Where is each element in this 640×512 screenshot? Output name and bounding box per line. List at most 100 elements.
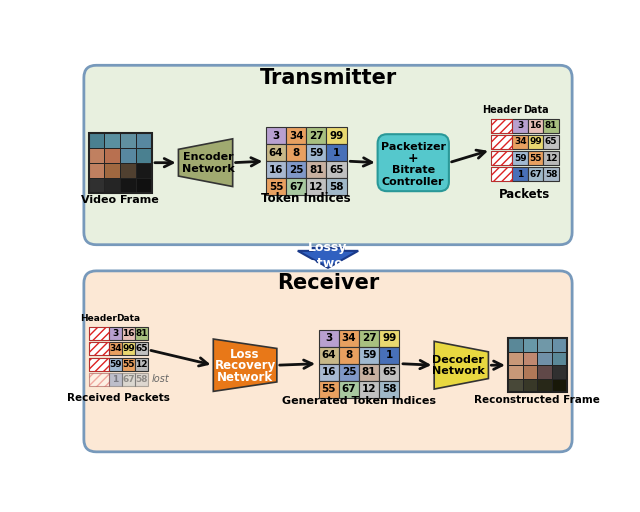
Text: 34: 34 bbox=[514, 137, 527, 146]
Text: Reconstructed Frame: Reconstructed Frame bbox=[474, 395, 600, 405]
Bar bbox=[552, 365, 566, 379]
Text: 1: 1 bbox=[385, 350, 393, 360]
Bar bbox=[319, 364, 339, 380]
Bar bbox=[90, 342, 109, 355]
Bar bbox=[286, 178, 307, 195]
Bar bbox=[286, 127, 307, 144]
Text: 59: 59 bbox=[514, 154, 527, 163]
Text: Data: Data bbox=[523, 105, 548, 115]
Bar bbox=[326, 178, 347, 195]
Bar bbox=[286, 161, 307, 178]
Text: 12: 12 bbox=[309, 182, 324, 191]
Text: 58: 58 bbox=[329, 182, 344, 191]
Bar bbox=[379, 347, 399, 364]
Text: 12: 12 bbox=[545, 154, 557, 163]
Bar bbox=[136, 163, 152, 178]
Text: 12: 12 bbox=[136, 359, 148, 369]
Text: 55: 55 bbox=[529, 154, 542, 163]
Text: 59: 59 bbox=[109, 359, 122, 369]
Bar bbox=[120, 178, 136, 193]
Text: 65: 65 bbox=[136, 344, 148, 353]
Bar bbox=[537, 352, 552, 365]
Bar bbox=[379, 380, 399, 397]
Bar bbox=[513, 119, 528, 133]
Bar bbox=[508, 352, 522, 365]
Bar bbox=[90, 342, 109, 355]
Text: 3: 3 bbox=[517, 121, 524, 130]
Bar bbox=[379, 364, 399, 380]
Bar bbox=[537, 379, 552, 392]
Text: 16: 16 bbox=[529, 121, 542, 130]
Text: Controller: Controller bbox=[382, 177, 445, 187]
Bar bbox=[88, 163, 104, 178]
Polygon shape bbox=[434, 342, 488, 389]
Bar bbox=[90, 327, 109, 340]
Text: 8: 8 bbox=[346, 350, 353, 360]
Bar bbox=[491, 119, 513, 133]
Text: 58: 58 bbox=[382, 384, 396, 394]
Bar bbox=[90, 357, 109, 371]
Bar bbox=[339, 380, 359, 397]
Polygon shape bbox=[179, 139, 233, 186]
Text: Network: Network bbox=[182, 164, 235, 174]
Bar bbox=[307, 127, 326, 144]
Bar bbox=[543, 167, 559, 181]
Text: 16: 16 bbox=[122, 329, 134, 338]
Text: 34: 34 bbox=[289, 131, 303, 141]
Text: Video Frame: Video Frame bbox=[81, 196, 159, 205]
Bar bbox=[135, 373, 148, 386]
Text: Bitrate: Bitrate bbox=[392, 165, 435, 176]
Bar bbox=[122, 357, 135, 371]
Text: 3: 3 bbox=[273, 131, 280, 141]
Text: 99: 99 bbox=[382, 333, 396, 343]
Text: 8: 8 bbox=[292, 147, 300, 158]
Bar bbox=[319, 347, 339, 364]
Text: 1: 1 bbox=[333, 147, 340, 158]
Text: 99: 99 bbox=[529, 137, 542, 146]
Text: 65: 65 bbox=[329, 165, 344, 175]
Bar bbox=[122, 342, 135, 355]
Bar bbox=[522, 338, 537, 352]
Bar bbox=[508, 379, 522, 392]
Bar bbox=[359, 380, 379, 397]
Bar bbox=[122, 373, 135, 386]
Bar bbox=[90, 373, 109, 386]
Polygon shape bbox=[213, 339, 277, 391]
Bar bbox=[104, 147, 120, 163]
Bar bbox=[120, 133, 136, 147]
Text: 99: 99 bbox=[122, 344, 135, 353]
Bar bbox=[508, 338, 566, 392]
Text: Data: Data bbox=[116, 314, 141, 323]
Text: Header: Header bbox=[81, 314, 117, 323]
Bar bbox=[543, 135, 559, 149]
Bar bbox=[552, 338, 566, 352]
Text: 99: 99 bbox=[330, 131, 344, 141]
Bar bbox=[513, 135, 528, 149]
Polygon shape bbox=[298, 248, 358, 268]
Text: 65: 65 bbox=[382, 367, 396, 377]
Text: 81: 81 bbox=[545, 121, 557, 130]
Bar bbox=[88, 178, 104, 193]
Text: Encoder: Encoder bbox=[183, 152, 234, 162]
Bar bbox=[491, 119, 513, 133]
Bar bbox=[266, 178, 286, 195]
Bar bbox=[307, 144, 326, 161]
Text: Packets: Packets bbox=[499, 188, 550, 201]
Bar bbox=[528, 119, 543, 133]
Bar bbox=[359, 330, 379, 347]
Text: +: + bbox=[408, 153, 419, 165]
Bar bbox=[508, 338, 522, 352]
Text: 64: 64 bbox=[321, 350, 336, 360]
Bar bbox=[120, 147, 136, 163]
Text: 34: 34 bbox=[109, 344, 122, 353]
FancyBboxPatch shape bbox=[84, 271, 572, 452]
Text: 25: 25 bbox=[342, 367, 356, 377]
Bar bbox=[326, 144, 347, 161]
Text: 67: 67 bbox=[529, 170, 542, 179]
Bar bbox=[326, 161, 347, 178]
Bar bbox=[307, 178, 326, 195]
Bar bbox=[266, 127, 286, 144]
Text: 81: 81 bbox=[136, 329, 148, 338]
Text: 1: 1 bbox=[112, 375, 118, 384]
Bar bbox=[543, 151, 559, 165]
